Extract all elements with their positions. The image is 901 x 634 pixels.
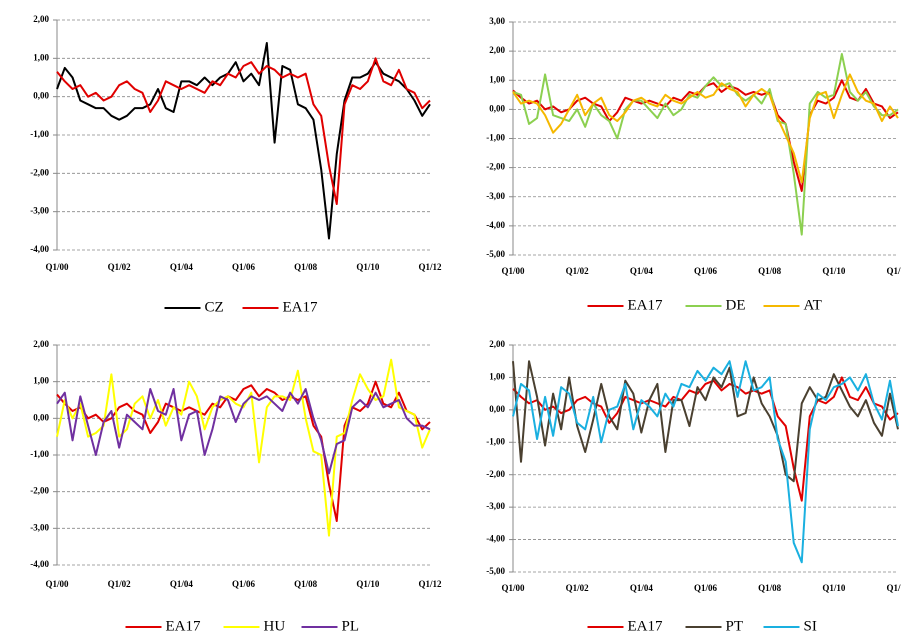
y-tick-label: -2,00 — [486, 469, 505, 479]
x-tick-label: Q1/10 — [822, 583, 846, 593]
x-tick-label: Q1/12 — [418, 579, 442, 589]
legend-label: CZ — [205, 299, 224, 315]
legend-label: EA17 — [628, 618, 663, 634]
legend-label: DE — [726, 297, 746, 313]
x-tick-label: Q1/04 — [170, 579, 194, 589]
y-tick-label: -4,00 — [486, 534, 505, 544]
legend-label: PT — [726, 618, 744, 634]
y-tick-label: 2,00 — [33, 14, 49, 24]
x-tick-label: Q1/08 — [758, 583, 782, 593]
x-tick-label: Q1/02 — [108, 262, 132, 272]
series-line — [512, 53, 899, 236]
x-tick-label: Q1/04 — [630, 266, 654, 276]
y-tick-label: -1,00 — [486, 436, 505, 446]
x-tick-label: Q1/02 — [108, 579, 132, 589]
y-tick-label: 0,00 — [33, 91, 49, 101]
x-tick-label: Q1/06 — [232, 262, 256, 272]
y-tick-label: -4,00 — [486, 220, 505, 230]
x-tick-label: Q1/02 — [566, 266, 590, 276]
panel: -5,00 -4,00 -3,00 -2,00 -1,00 0,00 1,00 2,00 Q1/… — [486, 339, 901, 634]
legend-label: EA17 — [628, 297, 663, 313]
y-tick-label: -5,00 — [486, 566, 505, 576]
x-tick-label: Q1/12 — [886, 583, 901, 593]
x-tick-label: Q1/10 — [356, 579, 380, 589]
series-line — [56, 358, 431, 537]
y-tick-label: 3,00 — [489, 16, 505, 26]
x-tick-label: Q1/06 — [232, 579, 256, 589]
y-tick-label: -1,00 — [486, 133, 505, 143]
series-line — [512, 360, 899, 483]
y-tick-label: 0,00 — [489, 103, 505, 113]
x-tick-label: Q1/10 — [356, 262, 380, 272]
y-tick-label: -1,00 — [30, 449, 49, 459]
y-tick-label: 0,00 — [33, 412, 49, 422]
x-tick-label: Q1/04 — [630, 583, 654, 593]
y-tick-label: -5,00 — [486, 249, 505, 259]
panel: -4,00 -3,00 -2,00 -1,00 0,00 1,00 2,00 Q1/00 Q1/… — [30, 14, 442, 315]
panel: -5,00 -4,00 -3,00 -2,00 -1,00 0,00 1,00 2,00 3,0… — [486, 16, 901, 313]
x-tick-label: Q1/00 — [45, 579, 69, 589]
series-line — [56, 42, 431, 240]
x-tick-label: Q1/08 — [758, 266, 782, 276]
x-tick-label: Q1/00 — [501, 266, 525, 276]
legend-label: SI — [804, 618, 817, 634]
x-tick-label: Q1/00 — [45, 262, 69, 272]
legend-label: AT — [804, 297, 822, 313]
legend-label: PL — [342, 618, 360, 634]
series-line — [512, 73, 899, 184]
y-tick-label: -3,00 — [30, 206, 49, 216]
y-tick-label: 1,00 — [489, 74, 505, 84]
y-tick-label: -3,00 — [486, 191, 505, 201]
y-tick-label: 2,00 — [33, 339, 49, 349]
legend-label: HU — [264, 618, 286, 634]
legend-label: EA17 — [283, 299, 318, 315]
x-tick-label: Q1/02 — [566, 583, 590, 593]
x-tick-label: Q1/12 — [418, 262, 442, 272]
y-tick-label: -3,00 — [30, 522, 49, 532]
y-tick-label: 1,00 — [33, 52, 49, 62]
y-tick-label: -4,00 — [30, 244, 49, 254]
x-tick-label: Q1/10 — [822, 266, 846, 276]
series-line — [56, 380, 431, 522]
y-tick-label: 1,00 — [33, 376, 49, 386]
x-tick-label: Q1/06 — [694, 583, 718, 593]
x-tick-label: Q1/04 — [170, 262, 194, 272]
x-tick-label: Q1/00 — [501, 583, 525, 593]
y-tick-label: -3,00 — [486, 501, 505, 511]
series-line — [56, 57, 431, 205]
x-tick-label: Q1/12 — [886, 266, 901, 276]
series-line — [512, 360, 899, 564]
x-tick-label: Q1/08 — [294, 262, 318, 272]
y-tick-label: 0,00 — [489, 404, 505, 414]
x-tick-label: Q1/06 — [694, 266, 718, 276]
y-tick-label: -4,00 — [30, 559, 49, 569]
y-tick-label: 1,00 — [489, 371, 505, 381]
y-tick-label: 2,00 — [489, 339, 505, 349]
x-tick-label: Q1/08 — [294, 579, 318, 589]
y-tick-label: -2,00 — [30, 486, 49, 496]
series-line — [512, 376, 899, 502]
y-tick-label: -2,00 — [486, 162, 505, 172]
series-line — [56, 388, 431, 475]
y-tick-label: -1,00 — [30, 129, 49, 139]
y-tick-label: 2,00 — [489, 45, 505, 55]
y-tick-label: -2,00 — [30, 167, 49, 177]
panel: -4,00 -3,00 -2,00 -1,00 0,00 1,00 2,00 Q1/00 Q1/… — [30, 339, 442, 634]
legend-label: EA17 — [166, 618, 201, 634]
